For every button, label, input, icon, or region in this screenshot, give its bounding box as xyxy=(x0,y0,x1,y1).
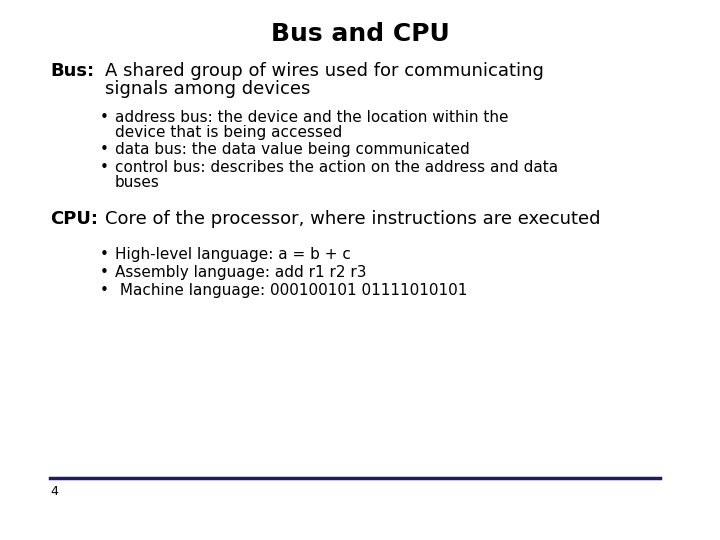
Text: Bus and CPU: Bus and CPU xyxy=(271,22,449,46)
Text: •: • xyxy=(100,265,109,280)
Text: •: • xyxy=(100,110,109,125)
Text: •: • xyxy=(100,142,109,157)
Text: High-level language: a = b + c: High-level language: a = b + c xyxy=(115,247,351,262)
Text: •: • xyxy=(100,160,109,175)
Text: •: • xyxy=(100,247,109,262)
Text: device that is being accessed: device that is being accessed xyxy=(115,125,342,140)
Text: A shared group of wires used for communicating: A shared group of wires used for communi… xyxy=(105,62,544,80)
Text: data bus: the data value being communicated: data bus: the data value being communica… xyxy=(115,142,469,157)
Text: •: • xyxy=(100,283,109,298)
Text: 4: 4 xyxy=(50,485,58,498)
Text: Machine language: 000100101 01111010101: Machine language: 000100101 01111010101 xyxy=(115,283,467,298)
Text: control bus: describes the action on the address and data: control bus: describes the action on the… xyxy=(115,160,558,175)
Text: buses: buses xyxy=(115,175,160,190)
Text: Assembly language: add r1 r2 r3: Assembly language: add r1 r2 r3 xyxy=(115,265,366,280)
Text: signals among devices: signals among devices xyxy=(105,80,310,98)
Text: Bus:: Bus: xyxy=(50,62,94,80)
Text: Core of the processor, where instructions are executed: Core of the processor, where instruction… xyxy=(105,210,600,228)
Text: address bus: the device and the location within the: address bus: the device and the location… xyxy=(115,110,508,125)
Text: CPU:: CPU: xyxy=(50,210,98,228)
